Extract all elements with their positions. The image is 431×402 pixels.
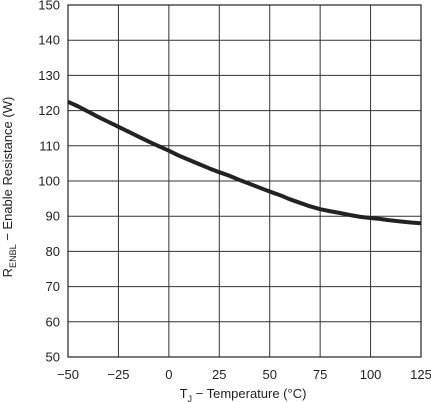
y-tick-label-4: 90 — [46, 209, 60, 224]
x-tick-label-4: 50 — [262, 367, 276, 382]
x-tick-labels: −50 −25 0 25 50 75 100 125 — [57, 367, 431, 382]
x-tick-label-2: 0 — [165, 367, 172, 382]
x-tick-label-3: 25 — [212, 367, 226, 382]
y-tick-label-0: 50 — [46, 350, 60, 365]
series-line-0 — [67, 99, 422, 226]
x-axis-label-main: T — [180, 386, 188, 401]
y-tick-labels: 50 60 70 80 90 100 110 120 130 140 150 — [38, 0, 60, 365]
x-tick-label-7: 125 — [410, 367, 431, 382]
x-tick-label-6: 100 — [360, 367, 382, 382]
x-tick-label-0: −50 — [57, 367, 79, 382]
y-tick-label-7: 120 — [38, 103, 60, 118]
plot-frame — [67, 4, 422, 358]
x-axis-label-rest: − Temperature (°C) — [192, 386, 306, 401]
x-axis-label: TJ − Temperature (°C) — [180, 386, 307, 402]
y-tick-label-9: 140 — [38, 33, 60, 48]
y-tick-label-2: 70 — [46, 279, 60, 294]
x-tick-label-5: 75 — [313, 367, 327, 382]
y-tick-label-10: 150 — [38, 0, 60, 13]
y-tick-label-5: 100 — [38, 174, 60, 189]
y-axis-label-rest: − Enable Resistance (W) — [0, 97, 15, 245]
series-group — [67, 99, 422, 226]
y-axis-label-sub: ENBL — [8, 244, 18, 268]
y-tick-label-1: 60 — [46, 314, 60, 329]
y-tick-label-8: 130 — [38, 68, 60, 83]
x-tick-label-1: −25 — [107, 367, 129, 382]
y-axis-label-main: R — [0, 268, 15, 277]
y-axis-label: RENBL − Enable Resistance (W) — [0, 97, 18, 278]
y-tick-label-3: 80 — [46, 244, 60, 259]
x-axis-label-sub: J — [188, 394, 193, 402]
y-tick-label-6: 110 — [39, 138, 60, 153]
